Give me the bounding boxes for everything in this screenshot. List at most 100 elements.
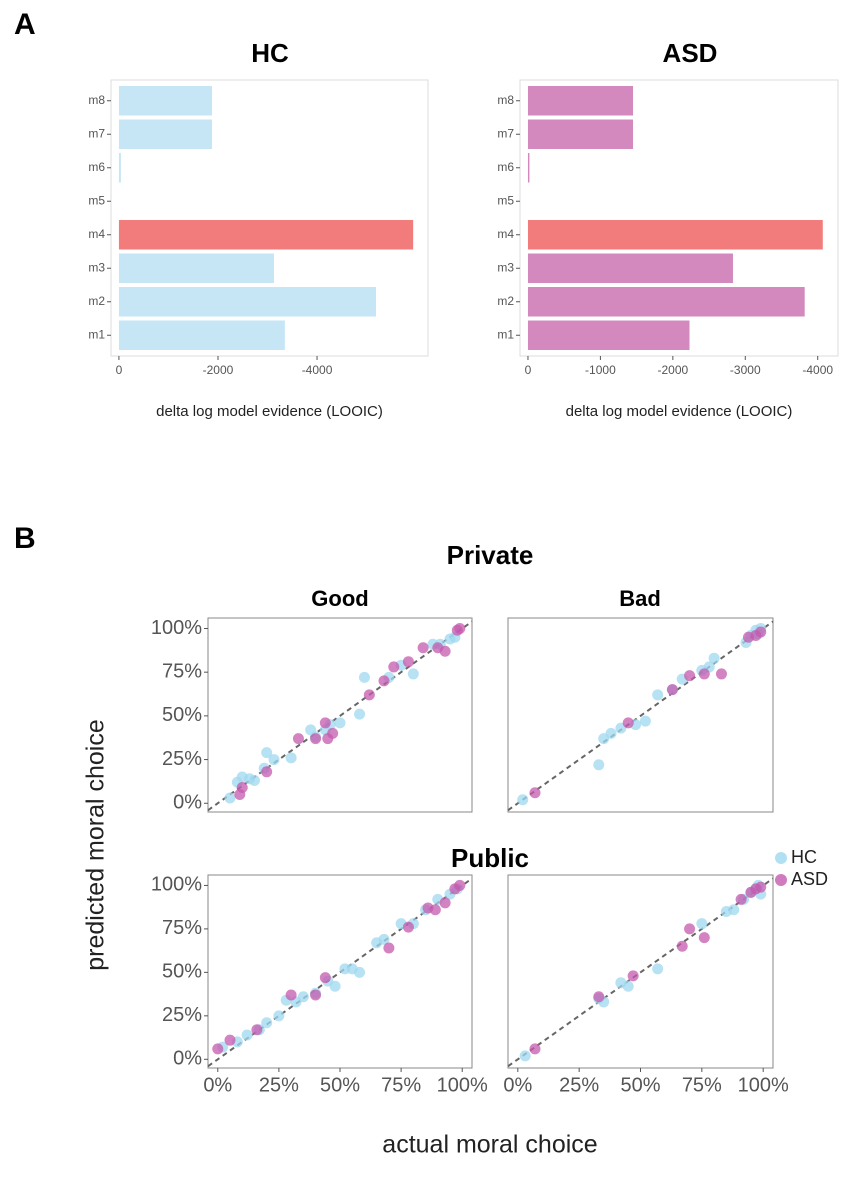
point (715, 668, 727, 680)
y-axis-label: predicted moral choice (82, 719, 110, 971)
point (417, 642, 429, 654)
point (261, 766, 273, 778)
point (593, 759, 605, 771)
point (627, 970, 639, 982)
x-tick-label: 50% (320, 1074, 360, 1096)
point (708, 652, 720, 664)
point (652, 963, 664, 975)
chart-title: Bad (619, 586, 661, 611)
point (354, 708, 366, 720)
panel-label: A (14, 8, 36, 41)
x-tick-label: -3000 (730, 363, 761, 377)
y-tick-label: m1 (88, 327, 105, 341)
bar (527, 287, 805, 317)
bar (118, 153, 121, 183)
point (684, 670, 696, 682)
point (224, 1034, 236, 1046)
y-tick-label: m7 (497, 126, 514, 140)
point (684, 923, 696, 935)
y-tick-label: m7 (88, 126, 105, 140)
y-tick-label: m8 (497, 93, 514, 107)
x-tick-label: 100% (738, 1074, 789, 1096)
point (261, 747, 273, 759)
point (388, 661, 400, 673)
bar (118, 253, 274, 283)
point (319, 717, 331, 729)
point (454, 622, 466, 634)
x-tick-label: -4000 (302, 363, 333, 377)
bar (118, 86, 213, 116)
point (755, 881, 767, 893)
legend-label: HC (791, 847, 817, 867)
point (261, 1017, 273, 1029)
point (383, 942, 395, 954)
y-tick-label: m6 (88, 160, 105, 174)
point (310, 989, 322, 1001)
point (251, 1024, 263, 1036)
point (297, 991, 309, 1003)
point (454, 879, 466, 891)
point (429, 904, 441, 916)
x-tick-label: 100% (437, 1074, 488, 1096)
panel-label: B (14, 522, 36, 555)
point (236, 782, 248, 794)
point (268, 754, 280, 766)
point (285, 752, 297, 764)
y-tick-label: 25% (162, 1004, 202, 1026)
y-tick-label: 75% (162, 660, 202, 682)
plot-panel (519, 79, 839, 357)
x-axis-label: actual moral choice (382, 1131, 597, 1159)
bar (527, 320, 690, 350)
point (285, 989, 297, 1001)
x-tick-label: 0 (525, 363, 532, 377)
point (402, 921, 414, 933)
legend-swatch (775, 874, 787, 886)
y-tick-label: 0% (173, 792, 202, 814)
point (676, 940, 688, 952)
bar (527, 153, 530, 183)
chart-title: HC (251, 38, 289, 68)
x-tick-label: 50% (620, 1074, 660, 1096)
point (439, 897, 451, 909)
y-tick-label: m3 (497, 260, 514, 274)
y-tick-label: m5 (88, 193, 105, 207)
x-axis-label: delta log model evidence (LOOIC) (156, 403, 383, 420)
y-tick-label: m4 (88, 227, 105, 241)
bar (118, 320, 285, 350)
y-tick-label: 75% (162, 917, 202, 939)
x-tick-label: 25% (559, 1074, 599, 1096)
point (639, 715, 651, 727)
legend-swatch (775, 852, 787, 864)
x-tick-label: 75% (682, 1074, 722, 1096)
point (241, 1029, 253, 1041)
point (378, 675, 390, 687)
y-tick-label: 0% (173, 1048, 202, 1070)
x-axis-label: delta log model evidence (LOOIC) (566, 403, 793, 420)
point (439, 645, 451, 657)
point (273, 1010, 285, 1022)
x-tick-label: -1000 (585, 363, 616, 377)
point (698, 932, 710, 944)
y-tick-label: m3 (88, 260, 105, 274)
plot-panel (207, 617, 473, 813)
x-tick-label: 0 (116, 363, 123, 377)
x-tick-label: 0% (203, 1074, 232, 1096)
y-tick-label: 100% (151, 617, 202, 639)
point (698, 668, 710, 680)
point (735, 893, 747, 905)
chart-title: Good (311, 586, 368, 611)
point (728, 904, 740, 916)
point (378, 933, 390, 945)
group-title: Private (447, 540, 534, 570)
x-tick-label: -4000 (802, 363, 833, 377)
point (696, 918, 708, 930)
point (517, 794, 529, 806)
bar (527, 119, 634, 149)
legend-label: ASD (791, 869, 828, 889)
point (529, 1043, 541, 1055)
y-tick-label: m2 (497, 294, 514, 308)
point (402, 656, 414, 668)
point (529, 787, 541, 799)
point (407, 668, 419, 680)
